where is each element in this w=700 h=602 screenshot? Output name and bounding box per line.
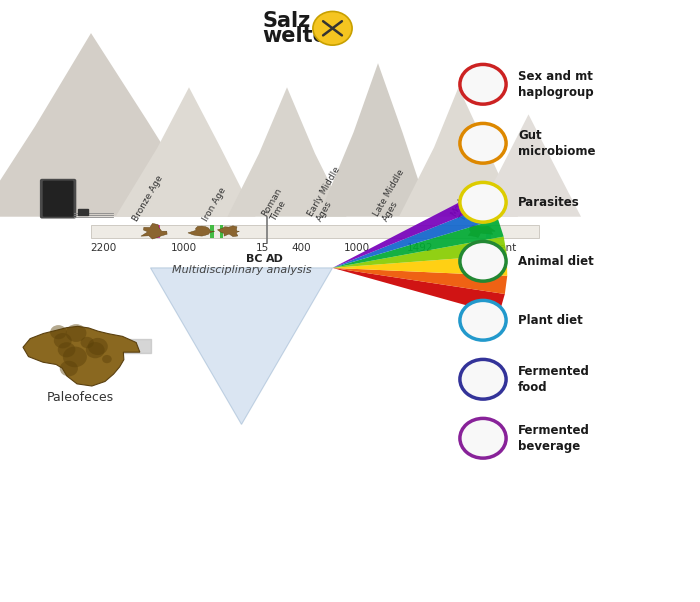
Circle shape <box>460 182 506 222</box>
Circle shape <box>80 337 94 348</box>
Text: Bronze Age: Bronze Age <box>131 173 164 223</box>
Bar <box>91 225 539 238</box>
Polygon shape <box>78 209 88 215</box>
Polygon shape <box>116 87 256 217</box>
Circle shape <box>57 342 76 358</box>
Circle shape <box>66 324 86 342</box>
Text: Gut
microbiome: Gut microbiome <box>518 129 596 158</box>
Circle shape <box>460 359 506 399</box>
Circle shape <box>102 355 112 363</box>
Polygon shape <box>476 114 581 217</box>
Text: Fermented
beverage: Fermented beverage <box>518 424 590 453</box>
Bar <box>486 225 491 238</box>
Circle shape <box>460 123 506 163</box>
Polygon shape <box>468 225 495 238</box>
Text: AD: AD <box>265 254 284 264</box>
Circle shape <box>313 11 352 45</box>
Polygon shape <box>23 326 140 386</box>
Polygon shape <box>228 87 346 217</box>
Text: Iron Age: Iron Age <box>201 185 228 223</box>
Circle shape <box>460 418 506 458</box>
Circle shape <box>54 333 71 349</box>
Text: 1000: 1000 <box>171 243 197 253</box>
Text: welten: welten <box>262 26 342 46</box>
Circle shape <box>50 325 66 340</box>
Text: Roman
Time: Roman Time <box>260 186 292 223</box>
Bar <box>156 225 160 238</box>
Polygon shape <box>218 226 239 237</box>
Text: 400: 400 <box>291 243 311 253</box>
Circle shape <box>460 64 506 104</box>
Text: BC: BC <box>246 254 262 264</box>
Polygon shape <box>399 87 518 217</box>
Text: Modern
Time: Modern Time <box>449 184 482 223</box>
Polygon shape <box>141 223 167 239</box>
Text: Late Middle
Ages: Late Middle Ages <box>372 167 415 223</box>
Polygon shape <box>0 33 231 217</box>
Polygon shape <box>332 190 491 268</box>
Circle shape <box>88 338 108 355</box>
Bar <box>220 225 223 238</box>
Polygon shape <box>332 219 504 268</box>
Text: Animal diet: Animal diet <box>518 255 594 268</box>
Polygon shape <box>332 255 508 276</box>
FancyBboxPatch shape <box>40 179 76 219</box>
Text: Sex and mt
haplogroup: Sex and mt haplogroup <box>518 70 594 99</box>
Polygon shape <box>332 204 498 268</box>
Polygon shape <box>332 268 505 314</box>
Polygon shape <box>332 268 508 294</box>
Text: 1000: 1000 <box>344 243 370 253</box>
Text: Parasites: Parasites <box>518 196 580 209</box>
Text: Salz: Salz <box>262 11 311 31</box>
Polygon shape <box>150 268 332 424</box>
Polygon shape <box>188 226 215 236</box>
Text: Paleofeces: Paleofeces <box>47 391 114 405</box>
Bar <box>210 225 214 238</box>
Circle shape <box>63 347 87 367</box>
Circle shape <box>460 300 506 340</box>
Circle shape <box>460 241 506 281</box>
Text: Multidisciplinary analysis: Multidisciplinary analysis <box>172 265 312 275</box>
Text: Early Middle
Ages: Early Middle Ages <box>307 165 351 223</box>
Text: Fermented
food: Fermented food <box>518 365 590 394</box>
Text: Present: Present <box>477 243 517 253</box>
Circle shape <box>60 361 78 376</box>
FancyBboxPatch shape <box>43 181 74 217</box>
Polygon shape <box>332 237 507 268</box>
Circle shape <box>86 342 105 358</box>
Text: 2200: 2200 <box>90 243 117 253</box>
Text: Plant diet: Plant diet <box>518 314 582 327</box>
Polygon shape <box>318 63 430 217</box>
Text: 1492: 1492 <box>407 243 433 253</box>
Text: 15: 15 <box>256 243 269 253</box>
